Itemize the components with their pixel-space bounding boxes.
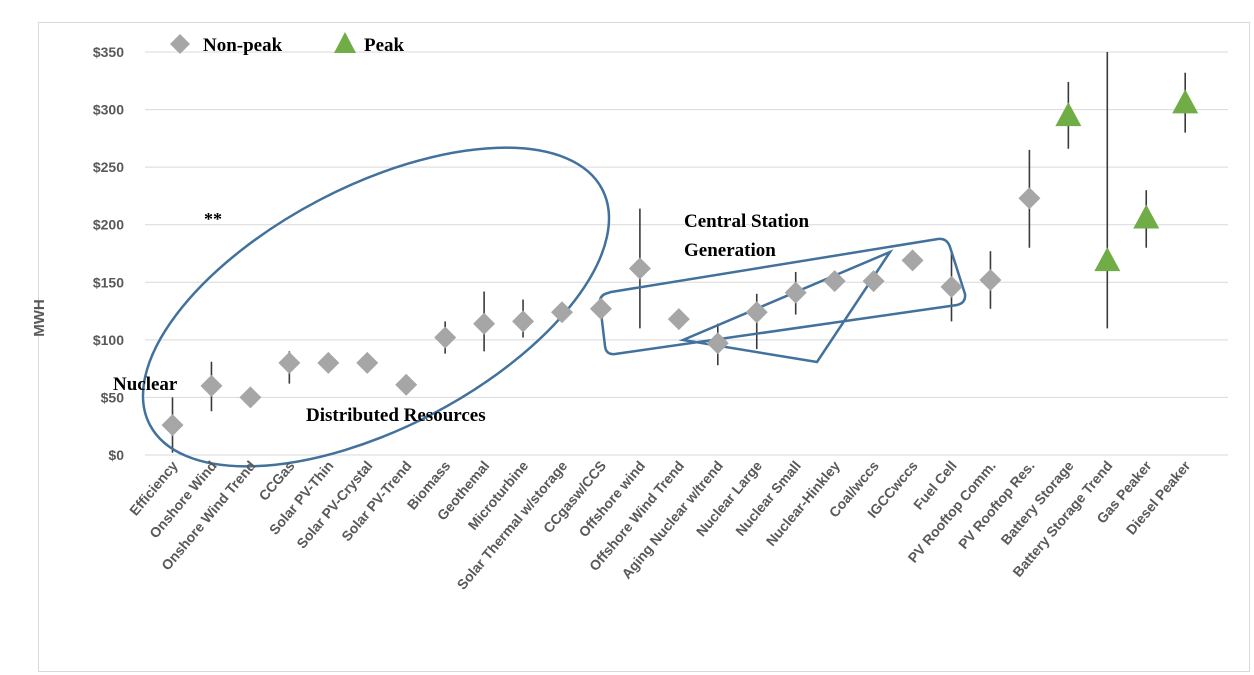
legend: Non-peak Peak xyxy=(170,32,405,56)
non-peak-point xyxy=(628,257,651,280)
non-peak-point xyxy=(161,414,184,437)
non-peak-point xyxy=(823,270,846,293)
non-peak-point xyxy=(667,308,690,331)
y-tick-label: $300 xyxy=(93,102,124,118)
legend-non-peak-label: Non-peak xyxy=(203,35,283,56)
annotation-central-station-line1: Central Station xyxy=(684,211,810,232)
annotation-distributed-resources: Distributed Resources xyxy=(306,405,486,426)
peak-point xyxy=(1172,89,1199,114)
y-tick-label: $50 xyxy=(101,389,125,405)
gridlines xyxy=(145,51,1228,456)
annotation-nuclear: Nuclear xyxy=(113,374,178,395)
non-peak-point xyxy=(473,312,496,335)
legend-non-peak-marker xyxy=(170,34,190,54)
annotation-stars: ** xyxy=(204,209,222,229)
non-peak-point xyxy=(239,386,262,409)
nuclear-triangle xyxy=(678,249,894,364)
non-peak-point xyxy=(200,374,223,397)
legend-peak-marker xyxy=(334,32,356,53)
non-peak-point xyxy=(706,332,729,355)
x-tick-label: Solar PV-Trend xyxy=(338,458,414,545)
non-peak-point xyxy=(1018,187,1041,210)
y-tick-label: $350 xyxy=(93,44,124,60)
y-tick-label: $0 xyxy=(108,447,124,463)
y-tick-label: $100 xyxy=(93,332,124,348)
non-peak-point xyxy=(317,351,340,374)
non-peak-point xyxy=(589,297,612,320)
non-peak-point xyxy=(862,270,885,293)
distributed-resources-ellipse xyxy=(141,146,611,468)
non-peak-point xyxy=(784,281,807,304)
chart-frame xyxy=(38,22,1250,672)
non-peak-point xyxy=(551,301,573,324)
peak-point xyxy=(1133,204,1160,229)
non-peak-point xyxy=(395,373,418,396)
peak-point xyxy=(1055,102,1082,127)
error-bars xyxy=(171,52,1186,453)
legend-peak-label: Peak xyxy=(364,35,405,56)
non-peak-point xyxy=(901,249,924,272)
annotation-central-station-line2: Generation xyxy=(684,240,776,261)
non-peak-point xyxy=(278,351,301,374)
non-peak-point xyxy=(356,351,379,374)
y-tick-label: $250 xyxy=(93,159,124,175)
non-peak-point xyxy=(512,310,535,333)
non-peak-point xyxy=(940,275,963,298)
non-peak-point xyxy=(745,301,768,324)
y-axis-label: MWH xyxy=(31,299,48,337)
y-tick-label: $200 xyxy=(93,217,124,233)
y-tick-label: $150 xyxy=(93,274,124,290)
y-tick-labels: $0 $50 $100 $150 $200 $250 $300 $350 xyxy=(93,44,124,463)
non-peak-point xyxy=(979,268,1002,291)
data-markers xyxy=(161,89,1199,437)
non-peak-point xyxy=(434,326,457,349)
peak-point xyxy=(1094,247,1121,272)
